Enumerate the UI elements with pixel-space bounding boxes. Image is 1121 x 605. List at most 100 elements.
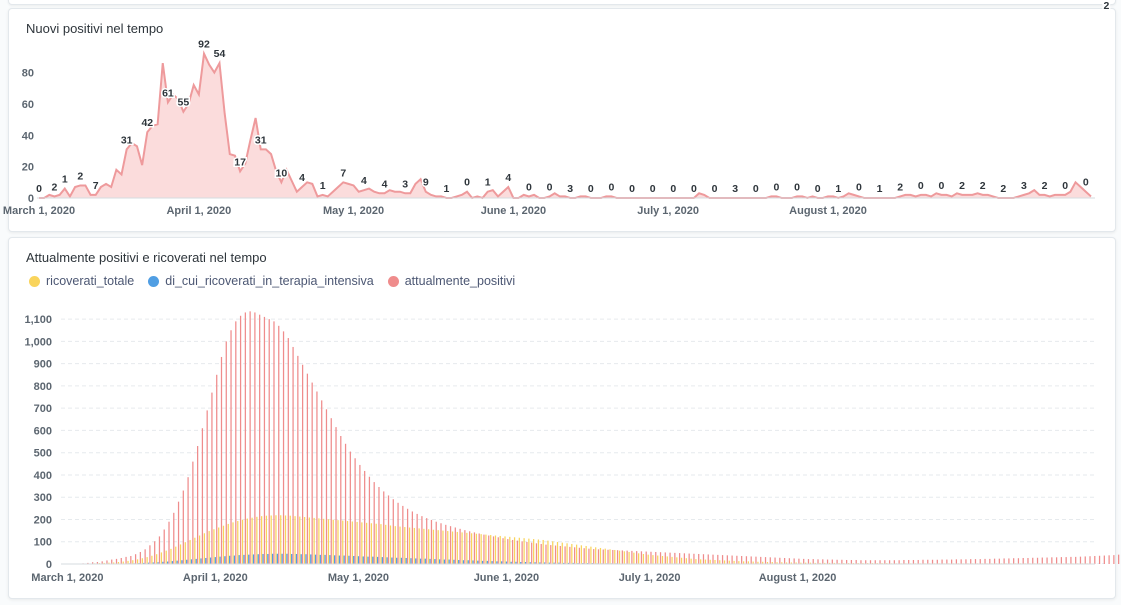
bar-ricoverati_totale bbox=[175, 546, 177, 564]
bar-ricoverati_totale bbox=[299, 516, 301, 564]
bar-ricoverati_totale bbox=[218, 527, 220, 564]
bar-ricoverati_totale bbox=[585, 545, 587, 564]
bar-ricoverati_totale bbox=[657, 555, 659, 564]
bar-di_cui_ricoverati_in_terapia_intensiva bbox=[152, 562, 154, 564]
bar-attualmente_positivi bbox=[569, 546, 571, 564]
bar-attualmente_positivi bbox=[173, 512, 175, 564]
x-tick-label: May 1, 2020 bbox=[323, 205, 384, 217]
bar-ricoverati_totale bbox=[590, 546, 592, 564]
bar-di_cui_ricoverati_in_terapia_intensiva bbox=[410, 558, 412, 564]
bar-attualmente_positivi bbox=[908, 559, 910, 564]
bar-attualmente_positivi bbox=[292, 346, 294, 564]
data-label: 2 bbox=[980, 180, 986, 192]
bar-attualmente_positivi bbox=[850, 559, 853, 564]
bar-di_cui_ricoverati_in_terapia_intensiva bbox=[396, 557, 398, 564]
bar-di_cui_ricoverati_in_terapia_intensiva bbox=[443, 559, 446, 564]
bar-attualmente_positivi bbox=[554, 545, 557, 564]
legend-label: ricoverati_totale bbox=[46, 274, 135, 288]
bar-ricoverati_totale bbox=[361, 522, 363, 564]
bar-attualmente_positivi bbox=[736, 555, 738, 564]
x-tick-label: May 1, 2020 bbox=[328, 572, 389, 584]
bar-ricoverati_totale bbox=[318, 518, 320, 564]
bar-attualmente_positivi bbox=[951, 559, 953, 564]
data-label: 0 bbox=[629, 183, 635, 195]
bar-attualmente_positivi bbox=[707, 554, 709, 564]
bar-attualmente_positivi bbox=[478, 533, 480, 564]
bar-di_cui_ricoverati_in_terapia_intensiva bbox=[291, 553, 293, 564]
bar-attualmente_positivi bbox=[664, 552, 666, 564]
bar-di_cui_ricoverati_in_terapia_intensiva bbox=[162, 561, 164, 564]
bar-attualmente_positivi bbox=[621, 550, 623, 564]
bar-ricoverati_totale bbox=[256, 516, 258, 564]
legend-item-terapia-intensiva[interactable]: di_cui_ricoverati_in_terapia_intensiva bbox=[148, 274, 374, 288]
bar-attualmente_positivi bbox=[769, 557, 771, 564]
data-label: 61 bbox=[162, 87, 174, 99]
bar-attualmente_positivi bbox=[941, 559, 943, 564]
bar-attualmente_positivi bbox=[163, 529, 165, 564]
bar-attualmente_positivi bbox=[526, 541, 528, 564]
bar-ricoverati_totale bbox=[680, 557, 683, 564]
data-label: 2 bbox=[77, 170, 83, 182]
bar-attualmente_positivi bbox=[282, 331, 285, 564]
bar-attualmente_positivi bbox=[931, 559, 934, 564]
bar-ricoverati_totale bbox=[165, 550, 167, 564]
bar-di_cui_ricoverati_in_terapia_intensiva bbox=[314, 554, 317, 564]
bar-attualmente_positivi bbox=[1108, 555, 1110, 564]
bar-attualmente_positivi bbox=[535, 543, 538, 564]
bar-ricoverati_totale bbox=[442, 530, 444, 564]
bar-attualmente_positivi bbox=[698, 553, 700, 564]
bar-di_cui_ricoverati_in_terapia_intensiva bbox=[319, 554, 321, 564]
bar-ricoverati_totale bbox=[824, 562, 826, 564]
bar-attualmente_positivi bbox=[301, 364, 304, 564]
chart-title[interactable]: Attualmente positivi e ricoverati nel te… bbox=[26, 250, 267, 265]
bar-attualmente_positivi bbox=[502, 538, 504, 564]
bar-attualmente_positivi bbox=[879, 560, 881, 564]
bar-attualmente_positivi bbox=[445, 524, 447, 564]
x-tick-label: March 1, 2020 bbox=[31, 572, 103, 584]
bar-ricoverati_totale bbox=[413, 527, 415, 564]
chart-title[interactable]: Nuovi positivi nel tempo bbox=[26, 21, 164, 36]
bar-di_cui_ricoverati_in_terapia_intensiva bbox=[553, 562, 555, 564]
bar-di_cui_ricoverati_in_terapia_intensiva bbox=[453, 559, 455, 564]
data-label: 7 bbox=[93, 180, 99, 192]
y-tick-label: 600 bbox=[34, 425, 52, 437]
data-label: 2 bbox=[1104, 0, 1110, 12]
bar-ricoverati_totale bbox=[270, 515, 272, 564]
bar-attualmente_positivi bbox=[1094, 555, 1096, 564]
bar-attualmente_positivi bbox=[220, 356, 223, 564]
bar-ricoverati_totale bbox=[785, 562, 788, 564]
bar-ricoverati_totale bbox=[609, 549, 611, 564]
y-tick-label: 300 bbox=[34, 492, 52, 504]
legend-item-ricoverati-totale[interactable]: ricoverati_totale bbox=[29, 274, 134, 288]
legend-dot-icon bbox=[29, 275, 40, 287]
bar-ricoverati_totale bbox=[194, 537, 196, 564]
bar-ricoverati_totale bbox=[370, 523, 373, 564]
y-tick-label: 700 bbox=[34, 403, 52, 415]
bar-di_cui_ricoverati_in_terapia_intensiva bbox=[181, 560, 183, 564]
bar-di_cui_ricoverati_in_terapia_intensiva bbox=[143, 562, 145, 564]
bar-attualmente_positivi bbox=[416, 513, 418, 564]
bar-di_cui_ricoverati_in_terapia_intensiva bbox=[353, 555, 355, 564]
bar-attualmente_positivi bbox=[340, 436, 342, 564]
bar-di_cui_ricoverati_in_terapia_intensiva bbox=[520, 562, 522, 564]
data-label: 0 bbox=[588, 183, 594, 195]
bar-ricoverati_totale bbox=[323, 518, 325, 564]
bar-di_cui_ricoverati_in_terapia_intensiva bbox=[219, 556, 221, 564]
bar-attualmente_positivi bbox=[1118, 554, 1120, 564]
bar-attualmente_positivi bbox=[421, 516, 423, 564]
bar-attualmente_positivi bbox=[383, 491, 385, 564]
bar-attualmente_positivi bbox=[1051, 557, 1053, 564]
bar-ricoverati_totale bbox=[828, 562, 831, 564]
bar-attualmente_positivi bbox=[144, 549, 146, 564]
bar-di_cui_ricoverati_in_terapia_intensiva bbox=[257, 554, 259, 564]
bar-ricoverati_totale bbox=[690, 558, 692, 564]
bar-di_cui_ricoverati_in_terapia_intensiva bbox=[238, 555, 240, 564]
bar-attualmente_positivi bbox=[640, 551, 643, 564]
legend-item-attualmente-positivi[interactable]: attualmente_positivi bbox=[387, 274, 515, 288]
bar-di_cui_ricoverati_in_terapia_intensiva bbox=[171, 561, 173, 564]
bar-ricoverati_totale bbox=[132, 560, 134, 564]
bar-di_cui_ricoverati_in_terapia_intensiva bbox=[367, 556, 369, 564]
bar-attualmente_positivi bbox=[406, 508, 409, 564]
bar-ricoverati_totale bbox=[647, 554, 649, 564]
bar-attualmente_positivi bbox=[364, 470, 366, 564]
